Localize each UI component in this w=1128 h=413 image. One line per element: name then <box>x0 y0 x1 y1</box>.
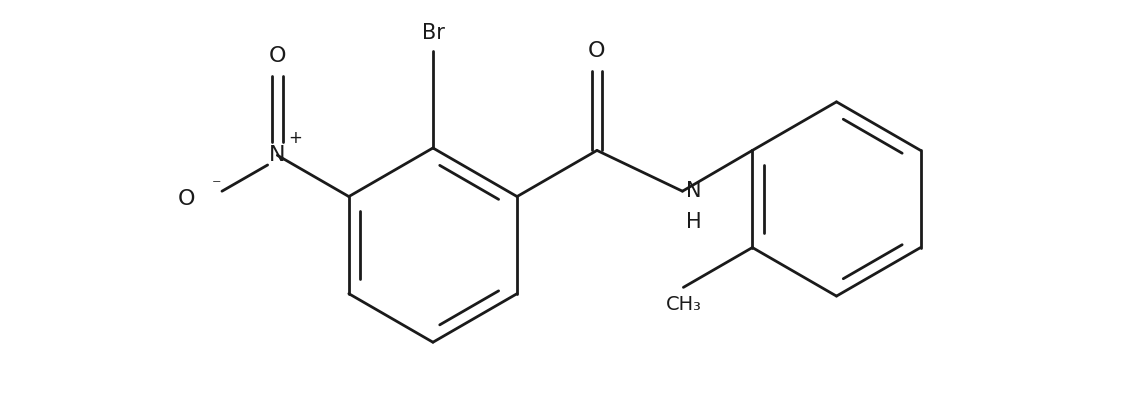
Text: N: N <box>686 181 702 201</box>
Text: O: O <box>588 41 606 61</box>
Text: N: N <box>270 145 285 165</box>
Text: CH₃: CH₃ <box>666 295 702 314</box>
Text: O: O <box>268 46 287 66</box>
Text: H: H <box>686 212 702 232</box>
Text: Br: Br <box>422 23 444 43</box>
Text: +: + <box>288 129 302 147</box>
Text: O: O <box>177 189 195 209</box>
Text: ⁻: ⁻ <box>212 177 222 195</box>
